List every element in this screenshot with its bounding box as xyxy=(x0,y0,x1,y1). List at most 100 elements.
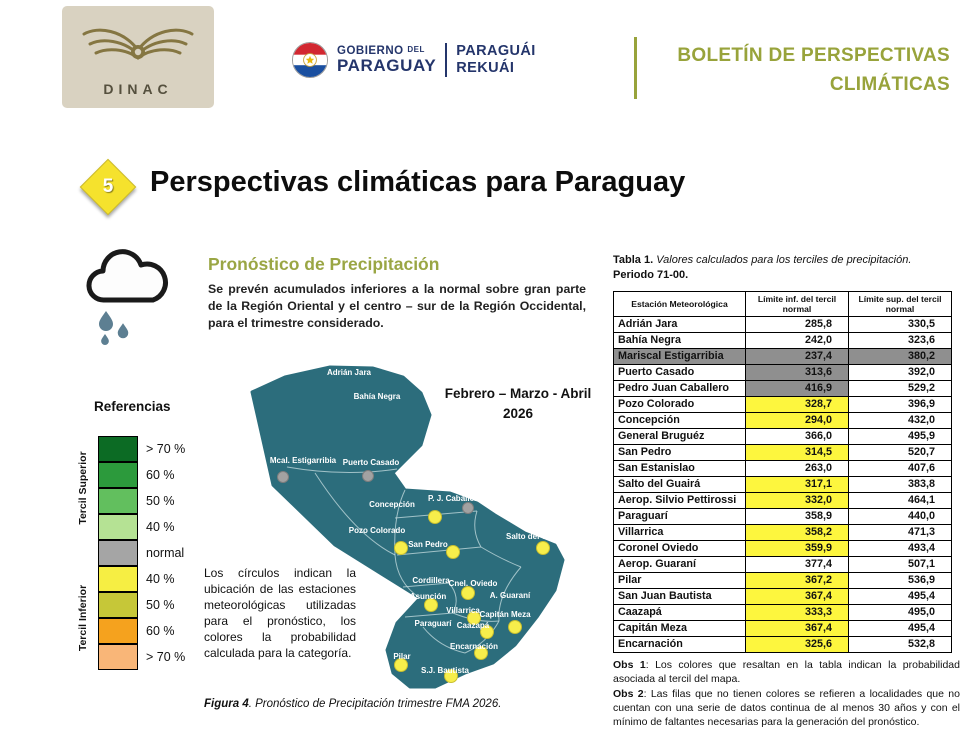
limit-sup-cell: 532,8 xyxy=(848,636,952,653)
obs1: Obs 1: Los colores que resaltan en la ta… xyxy=(613,659,960,686)
limit-inf-cell: 285,8 xyxy=(745,316,849,333)
bulletin-title-divider xyxy=(634,37,637,99)
gov-word-rekuai: REKUÁI xyxy=(456,60,515,76)
table-title-period: Periodo 71-00. xyxy=(613,269,689,282)
map-station-label: Bahía Negra xyxy=(354,392,401,401)
station-name-cell: Mariscal Estigarribia xyxy=(613,348,746,365)
limit-inf-cell: 358,2 xyxy=(745,524,849,541)
limit-inf-cell: 237,4 xyxy=(745,348,849,365)
gov-logo-divider xyxy=(445,43,448,77)
station-row: Pilar 367,2 536,9 xyxy=(613,572,952,589)
obs2: Obs 2: Las filas que no tienen colores s… xyxy=(613,688,960,729)
gov-word-paraguai: PARAGUÁI xyxy=(456,43,536,60)
table-title: Tabla 1. Valores calculados para los ter… xyxy=(613,253,965,284)
map-labels-layer: Adrián Jara Bahía Negra Mcal. Estigarribia… xyxy=(270,368,550,675)
limit-sup-cell: 396,9 xyxy=(848,396,952,413)
bulletin-title-line2: CLIMÁTICAS xyxy=(829,74,950,96)
obs1-label: Obs 1 xyxy=(613,659,646,671)
map-station-label: Puerto Casado xyxy=(343,458,400,467)
limit-inf-cell: 367,4 xyxy=(745,588,849,605)
map-station-label: Pilar xyxy=(393,652,410,661)
station-dot-inferior xyxy=(480,625,494,639)
station-row: San Estanislao 263,0 407,6 xyxy=(613,460,952,477)
dinac-wings-icon xyxy=(82,28,194,60)
terciles-table-header: Estación Meteorológica Límite inf. del t… xyxy=(613,291,952,317)
bulletin-title-line1: BOLETÍN DE PERSPECTIVAS xyxy=(677,45,950,66)
legend-item-label: 60 % xyxy=(146,624,175,638)
legend-item-label: 40 % xyxy=(146,520,175,534)
limit-inf-cell: 294,0 xyxy=(745,412,849,429)
station-dot-inferior xyxy=(424,598,438,612)
map-station-label: San Pedro xyxy=(408,540,448,549)
legend-color-swatch xyxy=(98,513,138,540)
station-name-cell: San Pedro xyxy=(613,444,746,461)
limit-inf-cell: 332,0 xyxy=(745,492,849,509)
terciles-table-body: Adrián Jara 285,8 330,5 Bahía Negra 242,0 323… xyxy=(613,316,952,653)
limit-sup-cell: 529,2 xyxy=(848,380,952,397)
station-name-cell: San Estanislao xyxy=(613,460,746,477)
station-name-cell: Puerto Casado xyxy=(613,364,746,381)
precipitation-legend: Tercil Superior Tercil Inferior > 70 % 60… xyxy=(74,435,214,670)
rain-drops xyxy=(99,311,129,346)
legend-color-swatch xyxy=(98,565,138,592)
legend-item: 60 % xyxy=(98,461,214,488)
limit-inf-cell: 416,9 xyxy=(745,380,849,397)
station-row: Mariscal Estigarribia 237,4 380,2 xyxy=(613,348,952,365)
station-row: Bahía Negra 242,0 323,6 xyxy=(613,332,952,349)
legend-color-swatch xyxy=(98,539,138,566)
legend-item: 40 % xyxy=(98,513,214,540)
station-dot-inferior xyxy=(444,669,458,683)
limit-sup-cell: 464,1 xyxy=(848,492,952,509)
station-dot-inferior xyxy=(536,541,550,555)
limit-sup-cell: 432,0 xyxy=(848,412,952,429)
limit-inf-cell: 377,4 xyxy=(745,556,849,573)
station-name-cell: Villarrica xyxy=(613,524,746,541)
map-station-label: Encarnación xyxy=(450,642,498,651)
limit-sup-cell: 471,3 xyxy=(848,524,952,541)
figure-caption-label: Figura 4 xyxy=(204,698,249,710)
obs1-text: : Los colores que resaltan en la tabla i… xyxy=(613,659,960,685)
map-station-label: Cordillera xyxy=(412,576,450,585)
paraguay-map: Adrián Jara Bahía Negra Mcal. Estigarribia… xyxy=(250,365,565,689)
limit-inf-cell: 325,6 xyxy=(745,636,849,653)
figure-caption: Figura 4. Pronóstico de Precipitación tr… xyxy=(204,698,624,710)
map-station-label: Asunción xyxy=(410,592,447,601)
limit-sup-cell: 440,0 xyxy=(848,508,952,525)
station-row: Concepción 294,0 432,0 xyxy=(613,412,952,429)
station-row: Caazapá 333,3 495,0 xyxy=(613,604,952,621)
station-dot-inferior xyxy=(394,658,408,672)
limit-sup-cell: 493,4 xyxy=(848,540,952,557)
map-station-label: Mcal. Estigarribia xyxy=(270,456,337,465)
station-name-cell: Salto del Guairá xyxy=(613,476,746,493)
station-dot-inferior xyxy=(461,586,475,600)
forecast-period: Febrero – Marzo - Abril 2026 xyxy=(438,384,598,425)
station-dot-inferior xyxy=(467,611,481,625)
station-row: General Bruguéz 366,0 495,9 xyxy=(613,428,952,445)
station-name-cell: Coronel Oviedo xyxy=(613,540,746,557)
station-name-cell: Concepción xyxy=(613,412,746,429)
legend-item-label: 50 % xyxy=(146,494,175,508)
station-row: San Juan Bautista 367,4 495,4 xyxy=(613,588,952,605)
map-stations-layer xyxy=(277,470,550,683)
station-row: Pozo Colorado 328,7 396,9 xyxy=(613,396,952,413)
legend-color-swatch xyxy=(98,461,138,488)
station-dot-inferior xyxy=(474,646,488,660)
legend-item: > 70 % xyxy=(98,643,214,670)
limit-inf-cell: 317,1 xyxy=(745,476,849,493)
limit-sup-cell: 536,9 xyxy=(848,572,952,589)
limit-sup-cell: 520,7 xyxy=(848,444,952,461)
obs2-text: : Las filas que no tienen colores se ref… xyxy=(613,688,960,728)
figure-caption-text: . Pronóstico de Precipitación trimestre … xyxy=(248,698,502,710)
station-name-cell: Aerop. Guaraní xyxy=(613,556,746,573)
map-station-label: Villarrica xyxy=(446,606,480,615)
gov-logo-spanish-text: GOBIERNO DEL PARAGUAY xyxy=(337,45,436,75)
station-name-cell: Paraguarí xyxy=(613,508,746,525)
station-dot-inferior xyxy=(508,620,522,634)
legend-color-swatch xyxy=(98,617,138,644)
table-title-text: Valores calculados para los terciles de … xyxy=(653,254,912,266)
station-name-cell: Pilar xyxy=(613,572,746,589)
station-name-cell: Encarnación xyxy=(613,636,746,653)
gov-logo-guarani-text: PARAGUÁI REKUÁI xyxy=(456,43,535,76)
station-row: San Pedro 314,5 520,7 xyxy=(613,444,952,461)
